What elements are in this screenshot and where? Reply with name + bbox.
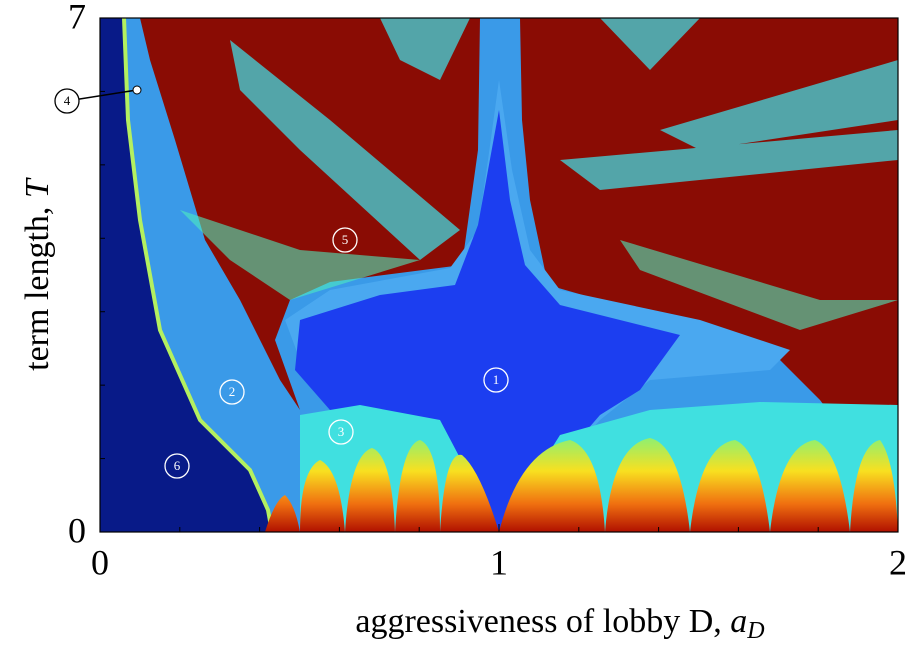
x-tick-label: 1: [490, 542, 508, 582]
y-tick-label: 7: [68, 0, 86, 36]
annotation-label: 6: [174, 458, 181, 473]
y-label-text: term length,: [19, 207, 56, 371]
x-label-symbol: a: [730, 603, 747, 640]
x-axis-label: aggressiveness of lobby D, aD: [355, 603, 764, 644]
annotation-point: [133, 86, 141, 94]
heatmap-image: [100, 18, 898, 532]
annotation-label: 1: [493, 372, 500, 387]
page: {"chart_data": { "type": "heatmap", "x_l…: [0, 0, 912, 648]
y-tick-label: 0: [68, 510, 86, 550]
y-label-symbol: T: [19, 177, 56, 198]
annotation-label: 4: [64, 93, 71, 108]
annotation-label: 5: [342, 232, 349, 247]
chart: aggressiveness of lobby D, aD term lengt…: [0, 0, 912, 648]
x-tick-label: 0: [91, 542, 109, 582]
x-label-subscript: D: [746, 618, 764, 644]
annotation-label: 3: [338, 424, 345, 439]
annotation-label: 2: [229, 384, 236, 399]
x-tick-label: 2: [889, 542, 907, 582]
x-label-text: aggressiveness of lobby D,: [355, 603, 721, 640]
y-axis-label: term length, T: [19, 177, 56, 371]
